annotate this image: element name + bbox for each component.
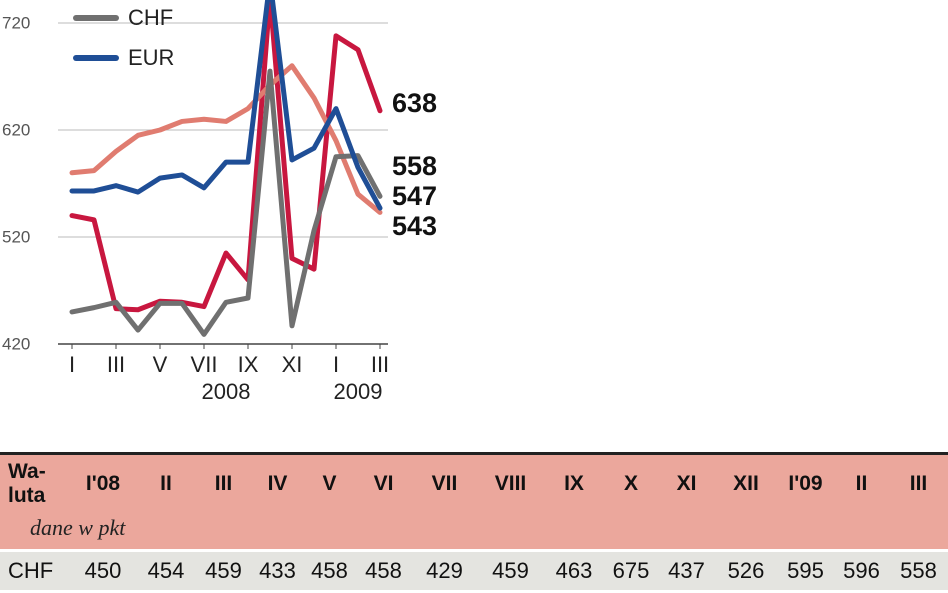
header-cell: I'08 — [70, 453, 136, 513]
legend-label: CHF — [128, 5, 173, 30]
header-cell: XI — [658, 453, 715, 513]
x-tick-label: I — [69, 352, 75, 377]
end-value-label: 638 — [392, 88, 437, 118]
note-row: dane w pkt — [0, 513, 948, 551]
header-cell: III — [889, 453, 948, 513]
series-line — [69, 0, 383, 313]
x-tick-label: XI — [282, 352, 303, 377]
x-tick-label: V — [153, 352, 168, 377]
data-cell: 458 — [355, 549, 412, 590]
data-cell: 463 — [544, 549, 604, 590]
data-cell: 675 — [604, 549, 658, 590]
y-tick-label: 720 — [2, 13, 30, 32]
header-cell: II — [136, 453, 196, 513]
legend-label: EUR — [128, 45, 174, 70]
header-cell: I'09 — [777, 453, 834, 513]
data-cell: 433 — [251, 549, 304, 590]
data-cell: 595 — [777, 549, 834, 590]
header-cell: VI — [355, 453, 412, 513]
header-cell: IX — [544, 453, 604, 513]
end-value-label: 558 — [392, 151, 437, 181]
series-line — [69, 0, 383, 211]
header-cell: Wa-luta — [0, 453, 70, 513]
data-cell: 450 — [70, 549, 136, 590]
header-cell: V — [304, 453, 355, 513]
series-line — [69, 68, 383, 337]
unit-note: dane w pkt — [0, 513, 948, 551]
data-cell: 458 — [304, 549, 355, 590]
header-cell: II — [834, 453, 889, 513]
data-cell: 526 — [715, 549, 777, 590]
data-cell: 459 — [477, 549, 544, 590]
header-cell: X — [604, 453, 658, 513]
data-cell: CHF — [0, 549, 70, 590]
header-cell: VIII — [477, 453, 544, 513]
x-tick-label: III — [107, 352, 125, 377]
end-value-label: 543 — [392, 211, 437, 241]
data-cell: 454 — [136, 549, 196, 590]
y-tick-label: 520 — [2, 227, 30, 246]
series-line — [69, 63, 383, 215]
y-tick-label: 620 — [2, 120, 30, 139]
header-cell: IV — [251, 453, 304, 513]
data-cell: 437 — [658, 549, 715, 590]
end-value-label: 547 — [392, 181, 437, 211]
data-cell: 596 — [834, 549, 889, 590]
data-cell: 558 — [889, 549, 948, 590]
y-tick-label: 420 — [2, 334, 30, 353]
x-tick-label: VII — [191, 352, 218, 377]
data-row: CHF 450 454 459 433 458 458 429 459 463 675 437 526 5… — [0, 549, 948, 590]
header-cell: XII — [715, 453, 777, 513]
year-label: 2009 — [334, 379, 383, 404]
header-cell: III — [196, 453, 251, 513]
data-cell: 459 — [196, 549, 251, 590]
x-tick-label: I — [333, 352, 339, 377]
data-table: Wa-luta I'08 II III IV V VI VII VIII IX X XI XII I'09… — [0, 452, 948, 590]
plot — [69, 0, 383, 337]
header-cell: VII — [412, 453, 477, 513]
x-tick-label: III — [371, 352, 389, 377]
year-label: 2008 — [202, 379, 251, 404]
data-cell: 429 — [412, 549, 477, 590]
x-tick-label: IX — [238, 352, 259, 377]
